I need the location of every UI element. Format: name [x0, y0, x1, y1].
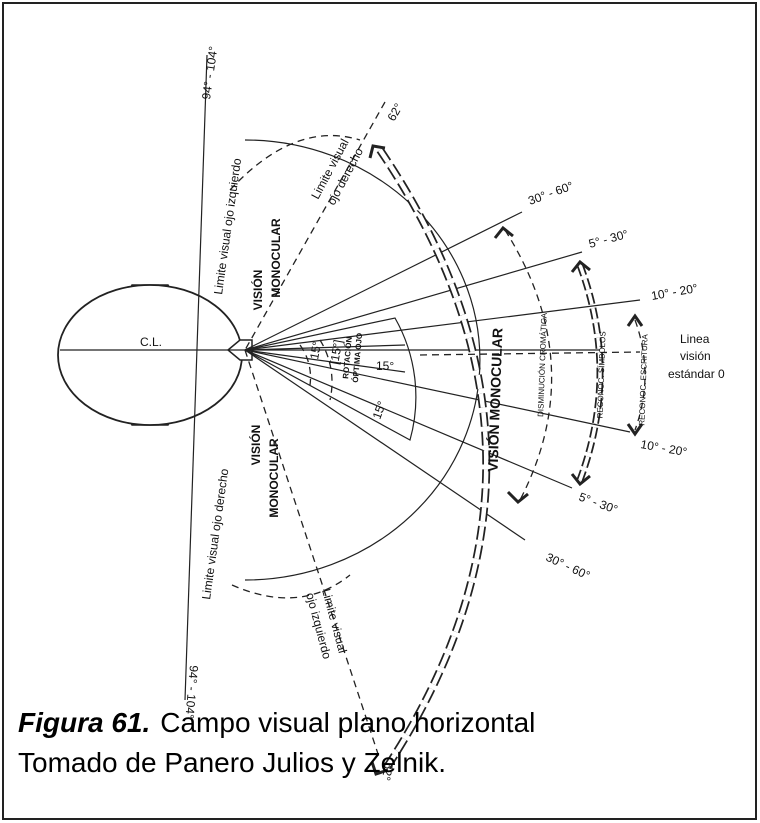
svg-text:Figura 61.Campo visual plano h: Figura 61. Campo visual plano horizontal [18, 707, 535, 738]
head [57, 284, 243, 426]
angle-label: 15° [376, 359, 394, 373]
monocular-arc [244, 139, 481, 581]
caption-title: Campo visual plano horizontal [160, 707, 535, 738]
monocular-label: MONOCULAR [269, 218, 283, 298]
angle-label: 94° - 104° [182, 665, 201, 720]
chain-arcs [376, 147, 604, 773]
limit-line [184, 54, 208, 701]
standard-label: estándar 0 [668, 367, 725, 381]
rotation-label: ÓPTIMA OJO [351, 333, 364, 384]
monocular-label: VISIÓN [248, 425, 263, 466]
angle-label: 62° [379, 761, 396, 782]
standard-line [419, 351, 641, 356]
zone-label: DISMINUCIÓN CROMÁTICA [536, 312, 549, 417]
standard-label: Linea [680, 332, 710, 346]
chromatic-arc [504, 229, 553, 501]
sector-lines [244, 211, 641, 541]
angle-label: [15°] [327, 339, 345, 366]
rotation-sector [243, 317, 417, 441]
writing-arc [634, 319, 646, 431]
center-line-label: C.L. [140, 335, 162, 349]
rotation-arcs [299, 339, 333, 401]
monocular-label: VISIÓN MONOCULAR [483, 328, 505, 472]
zone-label: RECONOC. SÍMBOLOS [595, 331, 607, 418]
rotation-label: ROTACIÓN [341, 336, 354, 379]
arrowheads [368, 144, 644, 776]
angle-label: 15° [307, 340, 324, 360]
caption-source: Tomado de Panero Julios y Zelnik. [18, 747, 446, 778]
monocular-label: MONOCULAR [267, 438, 281, 518]
caption-figure: Figura 61. [18, 707, 150, 738]
monocular-label: VISIÓN [250, 270, 265, 311]
standard-label: visión [680, 349, 711, 363]
angle-label: 15° [370, 399, 389, 421]
monocular-dash-bottom [231, 574, 351, 599]
zone-label: RECONOC. ESCRITURA [637, 333, 649, 425]
monocular-dash-top [229, 134, 361, 191]
